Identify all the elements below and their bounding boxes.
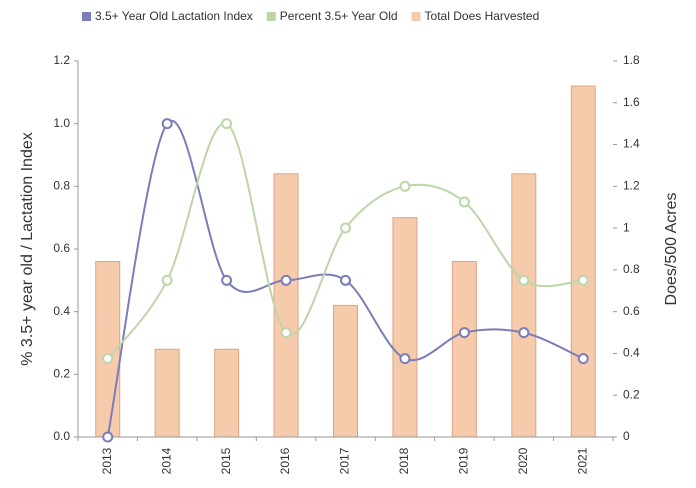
legend-label: Total Does Harvested <box>425 9 540 23</box>
y-tick-label: 1.0 <box>53 116 70 130</box>
y-tick-label: 0.4 <box>53 304 70 318</box>
point <box>161 118 173 130</box>
point <box>518 327 530 339</box>
point <box>280 327 292 339</box>
y2-tick-label: 0.8 <box>623 262 640 276</box>
bar <box>214 348 240 438</box>
point <box>221 274 233 286</box>
y2-axis-title: Does/500 Acres <box>663 193 680 306</box>
y-tick-label: 0.8 <box>53 179 70 193</box>
x-tick-label: 2014 <box>159 447 173 474</box>
y-tick-label: 1.2 <box>53 53 70 67</box>
point <box>340 222 351 234</box>
y2-tick-label: 0.6 <box>623 304 640 318</box>
y-tick-label: 0.0 <box>53 429 70 443</box>
x-tick-label: 2015 <box>219 447 233 474</box>
point <box>577 274 589 286</box>
y-tick-label: 0.2 <box>53 367 70 381</box>
bar <box>570 85 596 438</box>
point <box>280 274 292 286</box>
point <box>518 274 530 286</box>
legend-label: Percent 3.5+ Year Old <box>280 9 398 23</box>
x-tick-label: 2013 <box>100 447 114 474</box>
point <box>458 196 470 208</box>
y2-tick-label: 0.4 <box>623 346 640 360</box>
legend-label: 3.5+ Year Old Lactation Index <box>95 9 253 23</box>
bar <box>333 304 358 438</box>
x-tick-label: 2016 <box>278 447 292 474</box>
y2-tick-label: 1.6 <box>623 95 640 109</box>
line <box>106 122 584 360</box>
point <box>399 180 411 192</box>
line <box>106 119 584 438</box>
point <box>577 353 589 365</box>
bar <box>392 217 418 438</box>
x-tick-label: 2019 <box>457 447 471 474</box>
legend-swatch <box>82 12 91 21</box>
bar <box>451 261 477 438</box>
point <box>102 431 114 443</box>
point <box>221 118 233 130</box>
x-tick-label: 2020 <box>516 447 530 474</box>
legend-swatch <box>411 12 421 21</box>
bar <box>511 173 537 438</box>
point <box>458 327 470 339</box>
y2-tick-label: 1.8 <box>623 53 640 67</box>
bar <box>154 348 180 438</box>
y2-tick-label: 1.2 <box>623 179 640 193</box>
point <box>102 353 114 365</box>
point <box>161 274 173 286</box>
legend-swatch <box>266 12 276 21</box>
x-tick-label: 2018 <box>397 447 411 474</box>
y2-tick-label: 0.2 <box>623 387 640 401</box>
bar <box>273 173 299 438</box>
y-tick-label: 0.6 <box>53 241 70 255</box>
y2-tick-label: 0 <box>623 429 630 443</box>
x-tick-label: 2017 <box>338 447 352 474</box>
y2-tick-label: 1.4 <box>623 137 640 151</box>
point <box>340 274 351 286</box>
y-axis-title: % 3.5+ year old / Lactation Index <box>19 132 36 365</box>
y2-tick-label: 1 <box>623 220 630 234</box>
x-tick-label: 2021 <box>575 447 589 474</box>
point <box>399 353 411 365</box>
